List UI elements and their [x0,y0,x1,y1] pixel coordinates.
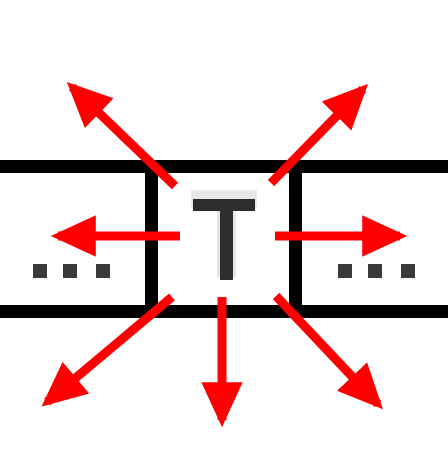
arrow-down-right-icon [272,292,383,410]
row-top-line [0,160,448,173]
center-tile-glyph [191,190,257,280]
right-neighbor-ellipsis-icon [338,264,415,278]
arrow-down-left-icon [41,293,175,407]
left-neighbor-ellipsis-icon [33,264,110,278]
arrow-up-right-icon [267,83,369,187]
expansion-arrows [41,82,408,428]
arrow-up-left-icon [66,82,179,190]
